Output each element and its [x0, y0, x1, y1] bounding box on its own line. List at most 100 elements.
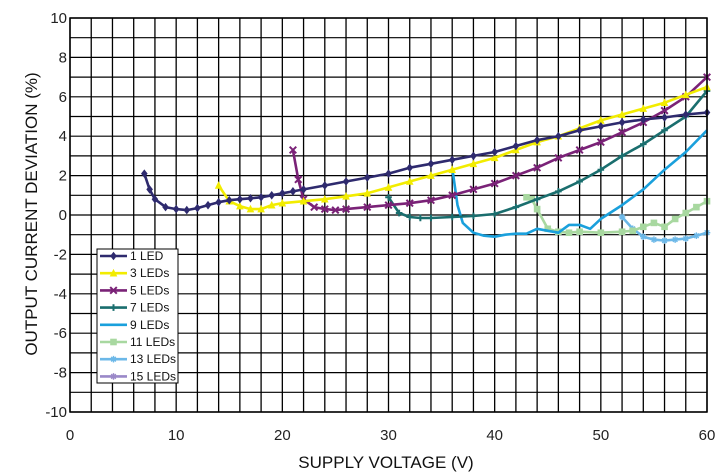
data-point [693, 203, 700, 211]
data-point [384, 201, 393, 210]
data-point [299, 196, 308, 205]
data-point [300, 185, 307, 194]
x-tick-label: 10 [168, 427, 185, 444]
legend-item: 7 LEDs [100, 301, 169, 315]
data-point [109, 286, 118, 295]
data-point [640, 140, 647, 148]
data-point [427, 159, 435, 169]
data-point [151, 194, 159, 204]
x-tick-label: 30 [380, 427, 397, 444]
data-point [576, 178, 583, 185]
data-point [528, 195, 536, 203]
data-point [490, 179, 499, 188]
data-point [576, 125, 583, 135]
data-point [146, 185, 153, 194]
legend-label: 15 LEDs [130, 369, 176, 383]
data-point [693, 232, 700, 239]
data-point [363, 203, 372, 212]
data-point [660, 98, 669, 107]
data-point [268, 191, 276, 200]
data-point [426, 196, 435, 205]
y-tick-label: 4 [59, 128, 67, 145]
y-tick-label: -2 [54, 246, 67, 263]
data-point [533, 195, 541, 203]
legend-label: 3 LEDs [130, 266, 169, 280]
data-point [618, 118, 626, 127]
data-point [469, 185, 478, 194]
y-axis-label: OUTPUT CURRENT DEVIATION (%) [22, 72, 41, 355]
data-point [247, 193, 254, 203]
data-point [681, 90, 690, 99]
data-point [110, 304, 117, 311]
data-point [225, 195, 233, 205]
legend-item: 1 LED [100, 249, 164, 263]
data-point [236, 201, 244, 210]
series-9-leds [450, 129, 708, 238]
data-point [342, 205, 351, 214]
y-tick-label: 0 [59, 207, 67, 224]
data-point [597, 122, 605, 131]
data-point [141, 169, 148, 178]
x-axis-label: SUPPLY VOLTAGE (V) [298, 453, 473, 472]
y-tick-label: 2 [59, 168, 67, 185]
legend-item: 11 LEDs [100, 335, 175, 349]
data-point [162, 202, 169, 212]
data-point [405, 177, 414, 185]
data-point [236, 194, 244, 204]
data-point [640, 223, 647, 231]
data-point [533, 163, 542, 172]
data-point [512, 203, 520, 211]
data-point [555, 188, 562, 195]
series-7-leds [385, 87, 711, 222]
data-point [661, 223, 668, 231]
x-tick-label: 0 [66, 427, 74, 444]
data-point [405, 199, 414, 208]
data-point [448, 155, 456, 165]
data-point [596, 138, 605, 147]
data-point [406, 163, 414, 173]
data-point [597, 116, 605, 124]
y-tick-label: -4 [54, 286, 67, 303]
data-point [342, 177, 350, 186]
data-point [427, 214, 435, 222]
y-tick-label: 10 [50, 10, 67, 27]
data-point [661, 126, 668, 134]
data-point [470, 212, 477, 220]
data-point [650, 236, 658, 243]
data-point [533, 135, 541, 145]
data-point [406, 213, 414, 221]
legend-label: 1 LED [130, 249, 164, 263]
legend-item: 15 LEDs [100, 369, 176, 383]
data-point [618, 213, 626, 221]
data-point [448, 191, 457, 200]
data-point [294, 175, 303, 184]
data-point [204, 200, 212, 210]
data-point [491, 147, 498, 157]
data-point [110, 338, 117, 346]
data-point [257, 192, 265, 202]
data-point [682, 110, 690, 119]
data-point [395, 209, 403, 217]
data-point [565, 229, 573, 237]
legend-label: 5 LEDs [130, 283, 169, 297]
data-point [385, 193, 392, 201]
data-point [448, 213, 456, 221]
data-point [640, 233, 647, 240]
y-tick-label: 8 [59, 49, 67, 66]
data-point [533, 205, 541, 213]
legend-item: 13 LEDs [100, 352, 176, 366]
data-point [384, 183, 393, 191]
series-1-led [141, 108, 711, 215]
data-point [671, 215, 679, 223]
data-point [554, 153, 563, 162]
data-point [597, 166, 605, 173]
y-tick-label: -6 [54, 325, 67, 342]
data-point [331, 206, 340, 215]
data-point [214, 181, 223, 189]
series-5-leds [288, 73, 712, 215]
x-tick-label: 40 [486, 427, 503, 444]
data-point [618, 110, 626, 118]
data-point [320, 205, 329, 214]
data-point [215, 197, 222, 207]
